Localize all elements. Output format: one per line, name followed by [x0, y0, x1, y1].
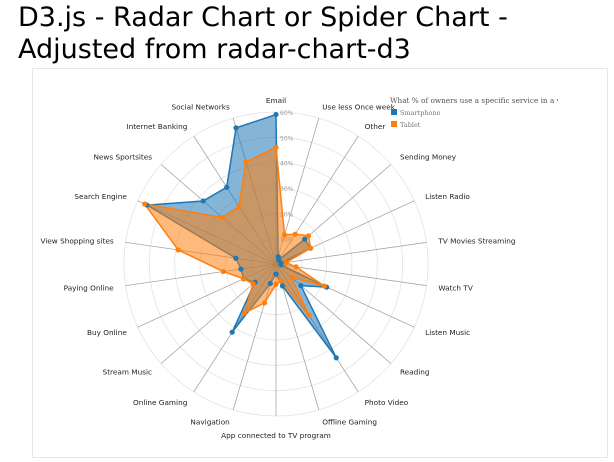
data-point-tablet[interactable] — [250, 281, 256, 287]
axis-label-tv-movies-streaming: TV Movies Streaming — [437, 237, 515, 246]
data-point-smartphone[interactable] — [224, 184, 230, 190]
legend-label-tablet: Tablet — [400, 121, 421, 129]
data-point-tablet[interactable] — [273, 281, 279, 287]
data-point-smartphone[interactable] — [302, 236, 308, 242]
axis-label-sending-money: Sending Money — [400, 153, 457, 162]
axis-label-offline-gaming: Offline Gaming — [322, 417, 377, 426]
legend-label-smartphone: Smartphone — [400, 109, 441, 117]
data-point-tablet[interactable] — [288, 274, 294, 280]
axis-label-news-sportsites: News Sportsites — [93, 153, 152, 162]
data-point-tablet[interactable] — [292, 231, 298, 237]
tick-label: 20% — [280, 211, 294, 218]
axis-label-app-connected-to-tv-program: App connected to TV program — [221, 431, 331, 440]
axis-line-watch-tv — [275, 263, 427, 286]
data-point-tablet[interactable] — [241, 276, 247, 282]
data-point-tablet[interactable] — [293, 264, 299, 270]
data-point-smartphone[interactable] — [279, 283, 286, 289]
axis-label-paying-online: Paying Online — [64, 283, 115, 292]
tick-label: 30% — [280, 186, 294, 193]
data-point-smartphone[interactable] — [267, 280, 273, 287]
data-point-smartphone[interactable] — [273, 111, 279, 118]
data-point-tablet[interactable] — [278, 278, 284, 284]
data-point-tablet[interactable] — [241, 310, 248, 316]
data-point-tablet[interactable] — [142, 201, 148, 207]
data-point-tablet[interactable] — [281, 232, 288, 238]
data-point-tablet[interactable] — [307, 245, 314, 251]
legend-swatch-tablet — [391, 121, 397, 127]
axis-label-photo-video: Photo Video — [365, 398, 409, 407]
data-point-smartphone[interactable] — [233, 125, 239, 131]
axis-label-listen-radio: Listen Radio — [425, 192, 470, 201]
axis-label-listen-music: Listen Music — [425, 328, 470, 337]
data-point-tablet[interactable] — [261, 300, 268, 306]
axis-label-search-engine: Search Engine — [74, 192, 127, 201]
data-point-tablet[interactable] — [220, 268, 226, 275]
data-point-smartphone[interactable] — [298, 282, 304, 289]
axis-line-tv-movies-streaming — [275, 242, 427, 265]
data-point-smartphone[interactable] — [238, 266, 244, 272]
legend: What % of owners use a specific service … — [390, 96, 576, 129]
axis-label-navigation: Navigation — [190, 417, 229, 426]
tick-label: 60% — [280, 110, 294, 117]
tick-label: 50% — [280, 135, 294, 142]
data-point-smartphone[interactable] — [200, 198, 206, 204]
data-point-tablet[interactable] — [306, 312, 312, 318]
data-point-tablet[interactable] — [219, 214, 225, 221]
chart-frame — [32, 68, 608, 458]
data-point-tablet[interactable] — [175, 247, 181, 253]
data-point-tablet[interactable] — [243, 159, 249, 165]
axis-label-internet-banking: Internet Banking — [126, 122, 187, 131]
axis-label-buy-online: Buy Online — [87, 328, 127, 337]
axis-label-stream-music: Stream Music — [103, 367, 152, 376]
data-point-smartphone[interactable] — [273, 271, 279, 277]
axis-label-social-networks: Social Networks — [172, 103, 230, 112]
tick-label: 40% — [280, 161, 294, 168]
axis-label-watch-tv: Watch TV — [438, 283, 473, 292]
axis-label-other: Other — [365, 122, 386, 131]
page-title: D3.js - Radar Chart or Spider Chart - Ad… — [18, 2, 508, 65]
legend-swatch-smartphone — [391, 109, 397, 115]
data-point-tablet[interactable] — [283, 259, 289, 266]
axis-label-email: Email — [266, 96, 286, 105]
axis-label-use-less-once-week: Use less Once week — [322, 103, 396, 112]
data-point-smartphone[interactable] — [278, 262, 284, 268]
data-point-smartphone[interactable] — [233, 255, 239, 261]
legend-title: What % of owners use a specific service … — [390, 96, 576, 105]
axis-label-online-gaming: Online Gaming — [133, 398, 187, 407]
data-point-tablet[interactable] — [236, 203, 242, 210]
data-point-tablet[interactable] — [273, 144, 279, 151]
data-point-tablet[interactable] — [305, 233, 312, 239]
radar-axis-labels: Email Use less Once week Other Sending Mone… — [40, 96, 515, 440]
radar-series — [142, 111, 339, 361]
axis-label-view-shopping-sites: View Shopping sites — [40, 237, 113, 246]
data-point-smartphone[interactable] — [333, 355, 339, 361]
data-point-tablet[interactable] — [321, 283, 327, 289]
axis-label-reading: Reading — [400, 367, 430, 376]
data-point-smartphone[interactable] — [229, 329, 235, 335]
